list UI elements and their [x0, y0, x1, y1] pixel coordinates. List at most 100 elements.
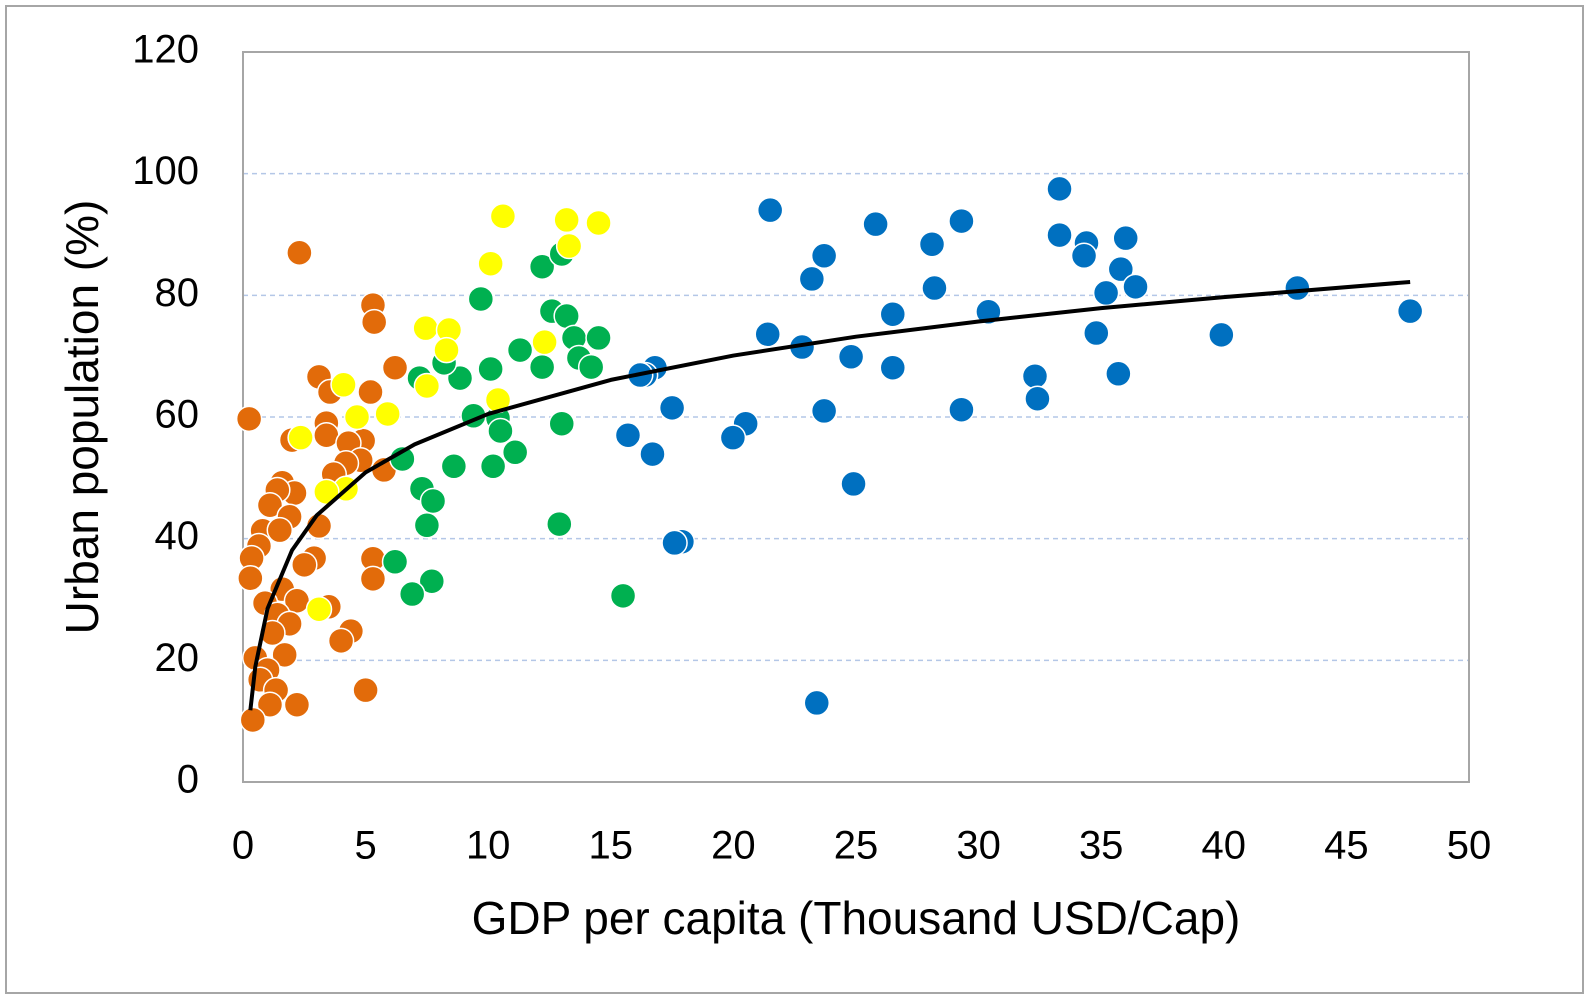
- data-point: [1107, 255, 1135, 283]
- data-point: [528, 253, 556, 280]
- data-point: [553, 206, 580, 234]
- x-tick-label: 45: [1324, 824, 1369, 868]
- data-point: [1092, 279, 1120, 307]
- x-tick-label: 5: [354, 824, 376, 868]
- data-point: [412, 314, 439, 342]
- data-point: [313, 422, 340, 449]
- y-tick-label: 0: [177, 758, 199, 802]
- data-point: [918, 230, 946, 258]
- data-point: [585, 324, 612, 352]
- data-point: [798, 265, 826, 293]
- data-point: [283, 691, 311, 718]
- data-point: [658, 394, 686, 422]
- data-point: [1021, 362, 1049, 390]
- x-tick-label: 30: [956, 824, 1001, 868]
- data-point: [1070, 242, 1098, 270]
- data-point: [1284, 274, 1311, 302]
- data-point: [639, 440, 666, 468]
- data-point: [256, 691, 284, 718]
- data-point: [528, 353, 556, 381]
- data-point: [862, 210, 889, 238]
- data-point: [239, 706, 267, 734]
- data-point: [754, 321, 781, 348]
- y-tick-label: 20: [155, 636, 200, 680]
- x-axis-title: GDP per capita (Thousand USD/Cap): [472, 892, 1241, 944]
- data-point: [352, 676, 379, 704]
- x-tick-label: 0: [232, 824, 254, 868]
- trend-line: [248, 279, 1411, 711]
- y-tick-label: 100: [132, 149, 199, 193]
- x-tick-label: 25: [834, 824, 879, 868]
- data-point: [357, 378, 384, 406]
- data-point: [291, 551, 318, 579]
- data-point: [413, 372, 441, 400]
- data-point: [418, 568, 446, 595]
- data-point: [1046, 221, 1073, 249]
- data-point: [413, 512, 441, 539]
- data-point: [1083, 319, 1110, 347]
- data-point: [467, 285, 495, 313]
- data-point: [555, 232, 583, 260]
- data-point: [546, 510, 573, 538]
- data-point: [614, 422, 642, 449]
- data-point: [237, 564, 264, 592]
- data-point: [305, 595, 333, 623]
- x-tick-label: 10: [466, 824, 511, 868]
- data-point: [330, 371, 357, 399]
- y-tick-label: 60: [155, 393, 200, 437]
- y-tick-label: 80: [155, 271, 200, 315]
- x-tick-label: 15: [589, 824, 634, 868]
- data-point: [585, 209, 612, 237]
- data-point: [840, 470, 867, 498]
- data-point: [259, 619, 286, 647]
- x-tick-label: 35: [1079, 824, 1124, 868]
- data-point: [661, 529, 688, 557]
- data-point: [1046, 175, 1073, 203]
- data-point: [837, 343, 865, 371]
- data-point: [477, 355, 504, 383]
- data-point: [327, 627, 355, 655]
- data-point: [548, 410, 576, 437]
- data-point: [286, 239, 313, 266]
- data-point: [374, 400, 401, 428]
- data-point: [531, 328, 558, 356]
- data-point: [1208, 321, 1235, 349]
- data-point: [1105, 360, 1132, 388]
- x-tick-label: 50: [1447, 824, 1492, 868]
- y-axis-title: Urban population (%): [56, 200, 108, 635]
- data-point: [487, 417, 514, 445]
- y-tick-label: 120: [132, 28, 199, 72]
- data-point: [1122, 273, 1149, 301]
- data-point: [577, 353, 605, 381]
- data-point: [756, 196, 784, 224]
- data-point: [266, 516, 294, 544]
- data-point: [1024, 385, 1051, 412]
- data-point: [810, 397, 838, 425]
- data-point: [1112, 224, 1139, 252]
- data-point: [477, 250, 504, 277]
- data-point: [501, 439, 529, 466]
- x-tick-label: 20: [711, 824, 756, 868]
- data-point: [609, 582, 637, 610]
- data-point: [360, 308, 388, 336]
- x-tick-label: 40: [1202, 824, 1247, 868]
- data-point: [1396, 297, 1424, 325]
- data-point: [948, 396, 975, 423]
- data-point: [381, 548, 409, 576]
- data-point: [343, 403, 371, 431]
- data-point: [879, 300, 907, 328]
- data-point: [489, 203, 517, 230]
- data-point: [271, 641, 298, 669]
- y-tick-label: 40: [155, 514, 200, 558]
- data-point: [506, 336, 534, 364]
- data-point: [719, 424, 747, 451]
- data-point: [921, 274, 948, 302]
- data-point: [479, 453, 507, 480]
- data-point: [287, 424, 314, 451]
- data-point: [803, 689, 831, 717]
- data-point: [419, 487, 447, 515]
- data-point: [948, 207, 975, 235]
- plot-area: 0 20 40 60 80 100 120 0 5 10 15 20 25 30 35 40 45 50: [132, 28, 1491, 868]
- data-point: [359, 565, 387, 593]
